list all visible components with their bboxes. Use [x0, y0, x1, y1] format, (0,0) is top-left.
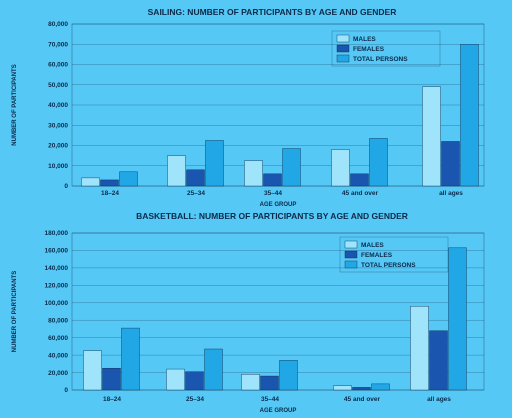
y-tick-label: 0 — [64, 183, 68, 190]
bar-males — [241, 374, 260, 391]
bar-total — [279, 360, 298, 391]
x-axis-title: AGE GROUP — [260, 202, 297, 208]
y-tick-label: 30,000 — [48, 122, 68, 129]
bar-males — [333, 385, 352, 391]
y-tick-label: 20,000 — [48, 143, 68, 150]
y-tick-label: 50,000 — [48, 82, 68, 89]
y-tick-label: 70,000 — [48, 41, 68, 48]
bar-females — [102, 367, 121, 391]
x-tick-label: 45 and over — [342, 190, 379, 197]
bar-females — [350, 173, 369, 187]
x-tick-label: all ages — [427, 396, 451, 403]
bar-total — [282, 148, 301, 187]
bar-total — [204, 348, 223, 391]
bar-males — [167, 155, 186, 187]
bar-total — [369, 138, 388, 187]
x-axis-title: AGE GROUP — [260, 408, 297, 414]
bar-total — [119, 171, 138, 187]
x-tick-label: 18–24 — [101, 190, 119, 197]
bar-males — [410, 306, 429, 391]
y-tick-label: 80,000 — [48, 317, 68, 324]
bar-total — [460, 44, 479, 187]
y-tick-label: 40,000 — [48, 102, 68, 109]
legend-box — [331, 30, 441, 67]
x-tick-label: 25–34 — [186, 396, 204, 403]
x-tick-label: 25–34 — [187, 190, 205, 197]
x-tick-label: 35–44 — [264, 190, 282, 197]
legend-box — [339, 236, 449, 273]
y-tick-label: 0 — [64, 387, 68, 394]
legend-label-females: FEMALES — [353, 46, 385, 53]
legend-swatch-females — [336, 44, 350, 53]
x-tick-label: 18–24 — [103, 396, 121, 403]
bar-males — [331, 149, 350, 187]
bar-females — [185, 371, 204, 391]
legend-swatch-total — [336, 54, 350, 63]
bar-males — [422, 86, 441, 187]
y-tick-label: 120,000 — [45, 283, 69, 290]
y-tick-label: 60,000 — [48, 335, 68, 342]
legend-swatch-males — [336, 34, 350, 43]
legend-label-males: MALES — [353, 36, 376, 43]
bar-total — [371, 383, 390, 391]
y-axis-title: NUMBER OF PARTICIPANTS — [12, 64, 18, 145]
legend-swatch-total — [344, 260, 358, 269]
bar-males — [81, 177, 100, 187]
chart-title: BASKETBALL: NUMBER OF PARTICIPANTS BY AG… — [136, 211, 408, 221]
bar-females — [263, 173, 282, 187]
bar-females — [100, 179, 119, 187]
y-tick-label: 80,000 — [48, 21, 68, 28]
y-tick-label: 180,000 — [45, 230, 69, 237]
y-tick-label: 160,000 — [45, 248, 69, 255]
y-tick-label: 40,000 — [48, 352, 68, 359]
legend-label-males: MALES — [361, 242, 384, 249]
legend-label-total: TOTAL PERSONS — [361, 262, 416, 269]
y-tick-label: 100,000 — [45, 300, 69, 307]
bar-females — [441, 141, 460, 187]
bar-females — [186, 169, 205, 187]
bar-total — [121, 327, 140, 391]
bar-females — [352, 387, 371, 391]
bar-males — [244, 160, 263, 187]
x-tick-label: 35–44 — [261, 396, 279, 403]
x-tick-label: 45 and over — [344, 396, 381, 403]
bar-females — [429, 330, 448, 391]
bar-total — [448, 247, 467, 391]
y-tick-label: 140,000 — [45, 265, 69, 272]
legend-label-females: FEMALES — [361, 252, 393, 259]
x-tick-label: all ages — [439, 190, 463, 197]
bar-males — [83, 350, 102, 391]
y-tick-label: 60,000 — [48, 62, 68, 69]
bar-males — [166, 368, 185, 391]
legend-label-total: TOTAL PERSONS — [353, 56, 408, 63]
bar-females — [260, 375, 279, 391]
y-tick-label: 20,000 — [48, 370, 68, 377]
legend-swatch-females — [344, 250, 358, 259]
chart-title: SAILING: NUMBER OF PARTICIPANTS BY AGE A… — [148, 7, 397, 17]
y-axis-title: NUMBER OF PARTICIPANTS — [12, 271, 18, 352]
legend-swatch-males — [344, 240, 358, 249]
y-tick-label: 10,000 — [48, 163, 68, 170]
bar-total — [205, 140, 224, 187]
